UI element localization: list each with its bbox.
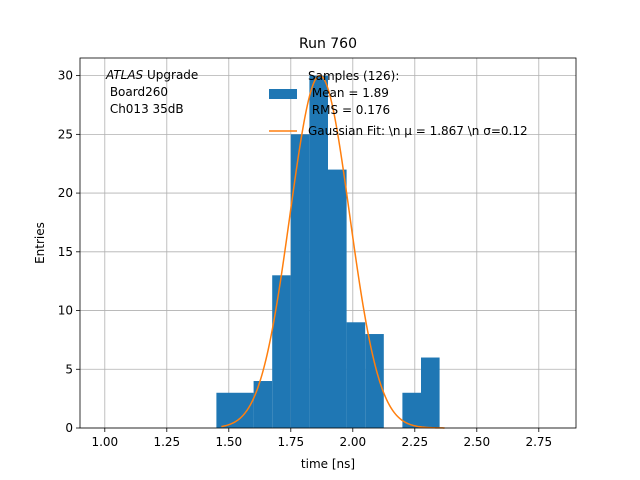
annotation-line-3: Ch013 35dB [106, 102, 184, 116]
legend-fit-label: Gaussian Fit: \n μ = 1.867 \n σ=0.12 [308, 124, 528, 138]
annotation-line-2: Board260 [106, 85, 168, 99]
histogram-bars [216, 75, 440, 429]
histogram-bar [216, 392, 235, 428]
legend-samples-swatch [269, 89, 297, 99]
histogram-bar [290, 134, 310, 428]
histogram-bar [328, 169, 347, 429]
y-axis-label: Entries [33, 222, 47, 264]
legend-samples-rms: RMS = 0.176 [308, 103, 390, 117]
legend: Samples (126): Mean = 1.89 RMS = 0.176 G… [269, 69, 528, 138]
x-tick-label: 2.50 [463, 435, 490, 449]
y-tick-label: 5 [65, 362, 73, 376]
gaussian-fit [221, 74, 445, 429]
atlas-annotation: ATLAS Upgrade Board260 Ch013 35dB [105, 68, 198, 116]
x-axis-ticks: 1.00 1.25 1.50 1.75 2.00 2.25 2.50 2.75 [91, 428, 552, 449]
histogram-bar [365, 334, 384, 428]
y-tick-label: 20 [58, 186, 73, 200]
histogram-bar [421, 357, 440, 428]
histogram-bar [309, 75, 328, 428]
x-tick-label: 1.00 [91, 435, 118, 449]
y-tick-label: 0 [65, 421, 73, 435]
y-tick-label: 25 [58, 127, 73, 141]
x-tick-label: 2.25 [401, 435, 428, 449]
histogram-bar [402, 392, 421, 428]
plot-frame [79, 57, 577, 429]
x-tick-label: 1.50 [215, 435, 242, 449]
y-tick-label: 30 [58, 69, 73, 83]
x-tick-label: 1.75 [277, 435, 304, 449]
x-tick-label: 2.00 [339, 435, 366, 449]
x-tick-label: 2.75 [525, 435, 552, 449]
histogram-bar [272, 275, 291, 428]
histogram-bar [346, 322, 366, 428]
histogram-bar [235, 392, 254, 428]
x-tick-label: 1.25 [153, 435, 180, 449]
annotation-upgrade: Upgrade [143, 68, 198, 82]
legend-samples-mean: Mean = 1.89 [308, 86, 389, 100]
x-axis-label: time [ns] [301, 457, 355, 471]
annotation-line-1: ATLAS Upgrade [105, 68, 198, 82]
legend-samples-label: Samples (126): [308, 69, 399, 83]
gaussian-fit-line [221, 74, 445, 429]
histogram-bar [253, 381, 273, 428]
y-tick-label: 10 [58, 304, 73, 318]
chart-title: Run 760 [299, 36, 357, 52]
y-axis-ticks: 0 5 10 15 20 25 30 [58, 69, 80, 435]
y-tick-label: 15 [58, 245, 73, 259]
annotation-atlas-italic: ATLAS [105, 68, 144, 82]
